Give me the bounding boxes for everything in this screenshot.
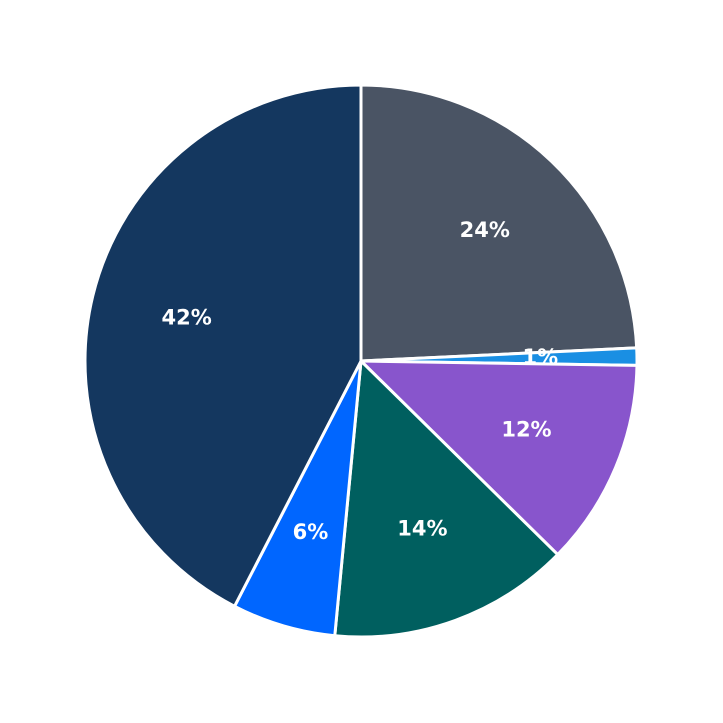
slice-label: 24% [460, 218, 510, 242]
slice-label: 12% [501, 417, 551, 441]
slice-label: 6% [293, 520, 329, 544]
slices [83, 83, 639, 639]
slice-label: 14% [397, 517, 447, 541]
pie-slice [83, 83, 363, 608]
pie-slice [359, 359, 639, 557]
slice-label: 1% [523, 345, 559, 369]
slice-label: 42% [162, 306, 212, 330]
pie-slice [333, 359, 560, 639]
pie-slice [359, 83, 639, 363]
